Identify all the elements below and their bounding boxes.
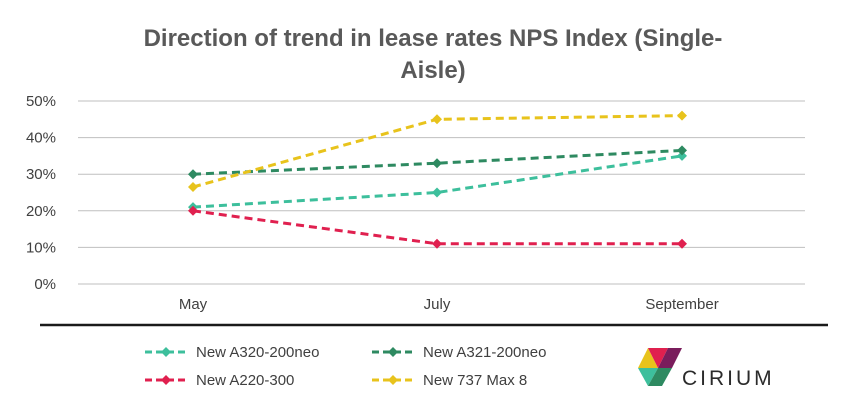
x-tick-label: May: [179, 296, 208, 313]
data-point-marker: [677, 110, 687, 121]
series-line: [192, 154, 683, 209]
data-point-marker: [677, 238, 687, 249]
legend-item: New 737 Max 8: [372, 372, 527, 389]
data-point-marker: [432, 238, 442, 249]
data-point-marker: [677, 145, 687, 156]
data-point-marker: [188, 205, 198, 216]
series-line: [192, 114, 683, 189]
legend-swatch-marker: [161, 347, 171, 357]
y-tick-label: 30%: [26, 166, 56, 183]
data-point-marker: [432, 187, 442, 198]
series-2: [188, 205, 687, 249]
series-0: [188, 150, 687, 213]
legend-label: New A220-300: [196, 372, 294, 389]
data-point-marker: [677, 150, 687, 161]
brand-name: CIRIUM: [682, 367, 775, 390]
data-point-marker: [188, 182, 198, 193]
legend-item: New A220-300: [145, 372, 294, 389]
series-1: [188, 145, 687, 180]
series-line: [192, 148, 683, 176]
y-tick-label: 50%: [26, 93, 56, 110]
y-tick-label: 0%: [34, 276, 56, 293]
y-tick-label: 10%: [26, 239, 56, 256]
chart-title-line-2: Aisle): [400, 57, 465, 84]
legend-swatch-marker: [388, 347, 398, 357]
legend-item: New A321-200neo: [372, 344, 546, 361]
y-tick-label: 20%: [26, 203, 56, 220]
chart-title-line-1: Direction of trend in lease rates NPS In…: [144, 25, 723, 52]
legend-label: New 737 Max 8: [423, 372, 527, 389]
legend-label: New A321-200neo: [423, 344, 546, 361]
cirium-logo-icon: [638, 348, 682, 386]
legend-swatch-marker: [161, 375, 171, 385]
y-axis-tick-labels: 0% 10% 20% 30% 40% 50%: [26, 93, 56, 293]
data-point-marker: [188, 169, 198, 180]
series-line: [192, 209, 682, 246]
series-3: [188, 110, 687, 193]
legend: New A320-200neo New A321-200neo New A220-3…: [145, 344, 546, 389]
x-axis-tick-labels: May July September: [179, 296, 719, 313]
series-layer: [188, 110, 687, 249]
legend-swatch-marker: [388, 375, 398, 385]
data-point-marker: [432, 158, 442, 169]
legend-label: New A320-200neo: [196, 344, 319, 361]
data-point-marker: [432, 114, 442, 125]
legend-item: New A320-200neo: [145, 344, 319, 361]
x-tick-label: July: [424, 296, 451, 313]
x-tick-label: September: [645, 296, 718, 313]
y-tick-label: 40%: [26, 130, 56, 147]
